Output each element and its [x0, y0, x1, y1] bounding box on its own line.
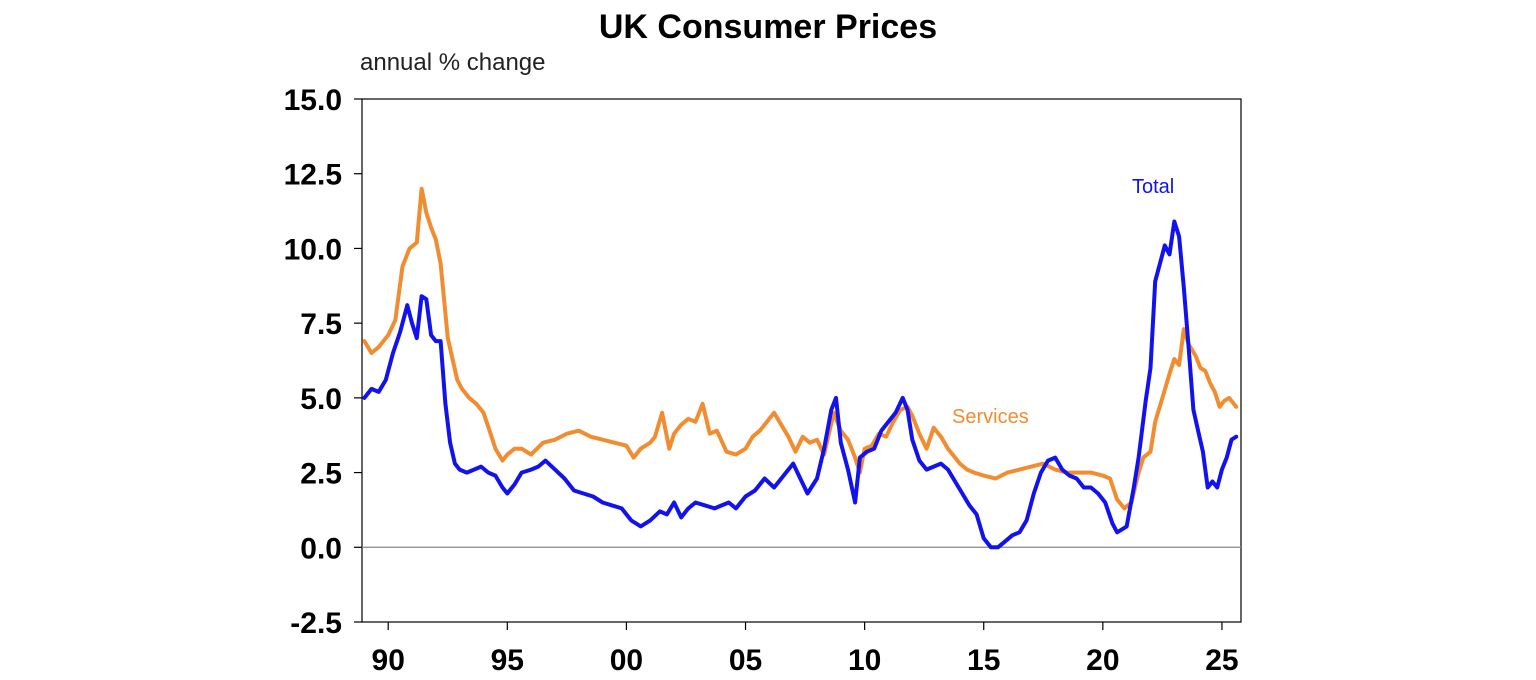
x-tick-label: 20: [1086, 644, 1119, 677]
series-line-total: [362, 219, 1239, 550]
y-tick-label: 7.5: [300, 308, 342, 341]
y-tick-label: 2.5: [300, 458, 342, 491]
y-tick-label: -2.5: [290, 607, 342, 640]
x-tick-label: 00: [610, 644, 643, 677]
x-tick-label: 05: [729, 644, 762, 677]
chart-title: UK Consumer Prices: [599, 8, 937, 46]
x-tick-label: 15: [967, 644, 1000, 677]
y-axis-label: annual % change: [360, 49, 545, 76]
y-tick-label: 0.0: [300, 532, 342, 565]
x-tick-label: 25: [1205, 644, 1238, 677]
plot-area: 15.0 12.5 10.0 7.5 5.0 2.5 0.0 -2.5 90 95 00 05 10 15…: [284, 84, 1242, 677]
x-tick-label: 90: [372, 644, 405, 677]
x-tick-label: 95: [491, 644, 524, 677]
y-tick-label: 12.5: [284, 159, 342, 192]
y-tick-label: 10.0: [284, 233, 342, 266]
y-tick-label: 5.0: [300, 383, 342, 416]
y-tick-label: 15.0: [284, 84, 342, 117]
series-label-total: Total: [1132, 176, 1174, 198]
plot-frame: [361, 98, 1242, 623]
series-line-services: [362, 186, 1239, 511]
x-tick-label: 10: [848, 644, 881, 677]
series-label-services: Services: [952, 406, 1029, 428]
